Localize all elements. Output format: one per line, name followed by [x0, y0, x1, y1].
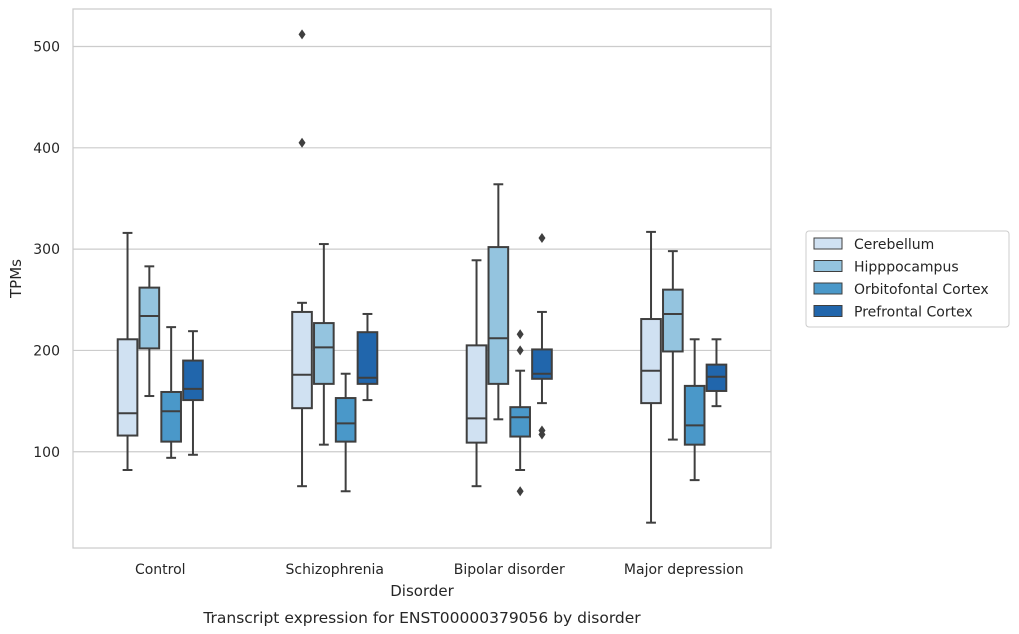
box-body	[662, 288, 684, 353]
y-tick-label: 100	[33, 445, 60, 461]
box-body	[182, 359, 204, 402]
legend: Cerebellum Hipppocampus Orbitofontal Corte…	[805, 230, 1010, 328]
box-body	[465, 344, 488, 444]
box-orbitofontal-cortex-1	[334, 372, 357, 493]
box-orbitofontal-cortex-2	[509, 329, 531, 497]
y-tick-label: 400	[33, 141, 60, 157]
box-cerebellum-1	[291, 29, 313, 488]
box-prefrontal-cortex-0	[182, 330, 204, 456]
legend-swatch	[813, 282, 843, 295]
legend-swatch	[813, 305, 843, 317]
boxes-layer	[116, 29, 728, 524]
box-body	[116, 338, 139, 437]
legend-swatch	[813, 260, 843, 272]
box-body	[313, 322, 335, 385]
box-body	[531, 348, 553, 380]
y-axis-label: TPMs	[7, 259, 25, 299]
plot-frame	[72, 8, 772, 549]
box-prefrontal-cortex-2	[531, 232, 553, 440]
box-body	[356, 331, 379, 385]
y-tick-label: 200	[33, 343, 60, 359]
x-tick-label: Control	[135, 562, 186, 578]
outlier-point	[298, 137, 306, 148]
box-body	[487, 246, 510, 385]
box-hipppocampus-1	[313, 243, 335, 446]
outlier-point	[516, 486, 524, 497]
box-body	[683, 384, 706, 446]
legend-swatch	[813, 237, 843, 250]
box-cerebellum-2	[465, 259, 488, 488]
x-tick-labels: Control Schizophrenia Bipolar disorder Majo…	[135, 562, 744, 578]
box-body	[291, 310, 313, 410]
box-body	[138, 286, 161, 350]
chart-caption: Transcript expression for ENST0000037905…	[202, 609, 641, 627]
legend-frame	[805, 230, 1010, 328]
outlier-point	[516, 345, 524, 356]
box-orbitofontal-cortex-0	[160, 326, 182, 459]
outlier-point	[538, 425, 546, 436]
box-cerebellum-3	[640, 230, 662, 524]
outlier-point	[516, 329, 524, 340]
grid-lines	[73, 45, 771, 453]
box-hipppocampus-2	[487, 183, 510, 421]
legend-entry: Hipppocampus	[854, 260, 959, 276]
x-tick-label: Schizophrenia	[286, 562, 384, 578]
box-hipppocampus-3	[662, 250, 684, 441]
outlier-point	[538, 232, 546, 243]
x-axis-label: Disorder	[390, 582, 454, 600]
box-body	[705, 363, 728, 392]
box-hipppocampus-0	[138, 265, 161, 398]
y-tick-label: 500	[33, 39, 60, 55]
legend-entry: Cerebellum	[854, 237, 934, 253]
box-cerebellum-0	[116, 231, 139, 471]
box-body	[640, 318, 662, 405]
x-tick-label: Major depression	[624, 562, 744, 578]
box-prefrontal-cortex-1	[356, 312, 379, 402]
outlier-point	[298, 29, 306, 40]
box-prefrontal-cortex-3	[705, 338, 728, 408]
y-tick-labels: 100 200 300 400 500	[33, 39, 60, 460]
box-body	[509, 406, 531, 438]
legend-entry: Prefrontal Cortex	[854, 305, 973, 321]
x-tick-label: Bipolar disorder	[454, 562, 565, 578]
box-orbitofontal-cortex-3	[683, 338, 706, 482]
y-tick-label: 300	[33, 242, 60, 258]
legend-entry: Orbitofontal Cortex	[854, 282, 989, 298]
box-body	[334, 397, 357, 443]
box-body	[160, 390, 182, 443]
